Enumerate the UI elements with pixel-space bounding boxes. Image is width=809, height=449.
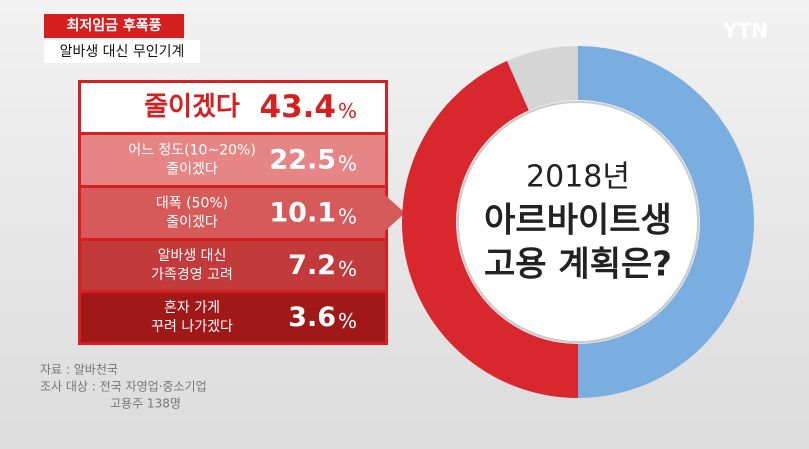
row-bg — [81, 135, 385, 185]
donut-segment — [402, 60, 578, 399]
row-unit: % — [338, 152, 357, 176]
row-unit: % — [338, 309, 357, 333]
center-text: 2018년 — [526, 160, 630, 195]
pointer — [385, 195, 405, 231]
source: 고용주 138명 — [110, 397, 181, 411]
row-unit: % — [338, 205, 357, 229]
row-unit: % — [338, 257, 357, 281]
row: 줄이겠다 43.4% — [81, 83, 385, 132]
row-value: 7.2 — [288, 250, 336, 281]
row-label: 알바생 대신 — [158, 248, 227, 264]
row-bg — [81, 188, 385, 238]
donut-segment — [578, 46, 754, 398]
source: 자료 : 알바천국 — [40, 362, 118, 377]
row: 대폭 (50%) 줄이겠다 10.1% — [81, 188, 405, 238]
source: 조사 대상 : 전국 자영업·중소기업 — [40, 380, 207, 394]
logo: YTN — [722, 19, 768, 43]
tag-box — [44, 14, 184, 38]
row-label: 혼자 가게 — [164, 300, 220, 316]
center-disc — [457, 101, 699, 343]
row-value: 10.1 — [269, 198, 336, 229]
center-text: 고용 계획은? — [484, 245, 672, 285]
subtitle: 알바생 대신 무인기계 — [60, 44, 185, 60]
row-label: 줄이겠다 — [166, 162, 218, 178]
row-unit: % — [338, 99, 357, 123]
row-value: 3.6 — [288, 302, 336, 333]
row-value: 43.4 — [260, 89, 337, 125]
row-label: 줄이겠다 — [166, 215, 218, 231]
row-bg — [81, 293, 385, 342]
row-label: 가족경영 고려 — [151, 267, 233, 283]
row-bg — [81, 241, 385, 290]
row-label: 꾸려 나가겠다 — [151, 319, 233, 335]
center-text: 아르바이트생 — [484, 201, 672, 241]
row: 어느 정도(10~20%) 줄이겠다 22.5% — [81, 135, 385, 185]
subtitle-box — [44, 40, 200, 63]
row-bg — [81, 83, 385, 132]
tag: 최저임금 후폭풍 — [66, 18, 161, 34]
row-label: 대폭 (50%) — [156, 196, 228, 212]
donut-segment — [507, 46, 578, 111]
row-label: 줄이겠다 — [144, 92, 240, 122]
row-value: 22.5 — [269, 145, 336, 176]
row-label: 어느 정도(10~20%) — [128, 143, 256, 159]
